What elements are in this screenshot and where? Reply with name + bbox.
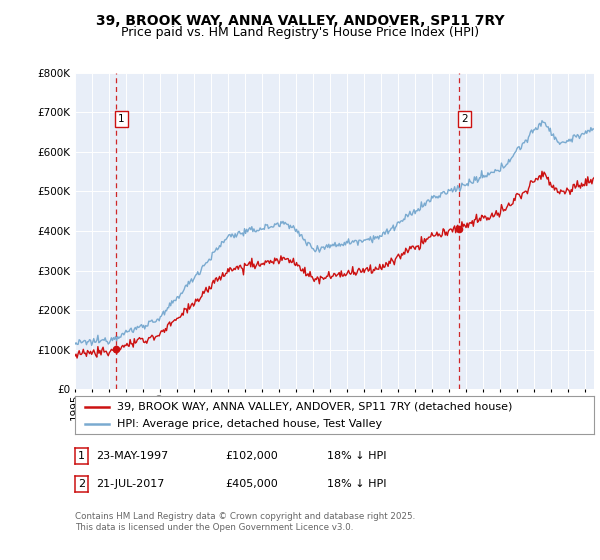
Text: 23-MAY-1997: 23-MAY-1997	[96, 451, 168, 461]
Text: 39, BROOK WAY, ANNA VALLEY, ANDOVER, SP11 7RY (detached house): 39, BROOK WAY, ANNA VALLEY, ANDOVER, SP1…	[116, 402, 512, 412]
Text: 1: 1	[118, 114, 125, 124]
Text: HPI: Average price, detached house, Test Valley: HPI: Average price, detached house, Test…	[116, 419, 382, 430]
Text: Price paid vs. HM Land Registry's House Price Index (HPI): Price paid vs. HM Land Registry's House …	[121, 26, 479, 39]
Text: 21-JUL-2017: 21-JUL-2017	[96, 479, 164, 489]
Text: 2: 2	[78, 479, 85, 489]
Text: 1: 1	[78, 451, 85, 461]
Text: 18% ↓ HPI: 18% ↓ HPI	[327, 451, 386, 461]
Text: Contains HM Land Registry data © Crown copyright and database right 2025.
This d: Contains HM Land Registry data © Crown c…	[75, 512, 415, 532]
Text: 39, BROOK WAY, ANNA VALLEY, ANDOVER, SP11 7RY: 39, BROOK WAY, ANNA VALLEY, ANDOVER, SP1…	[95, 14, 505, 28]
Text: 2: 2	[461, 114, 468, 124]
Text: £102,000: £102,000	[225, 451, 278, 461]
Text: 18% ↓ HPI: 18% ↓ HPI	[327, 479, 386, 489]
Text: £405,000: £405,000	[225, 479, 278, 489]
